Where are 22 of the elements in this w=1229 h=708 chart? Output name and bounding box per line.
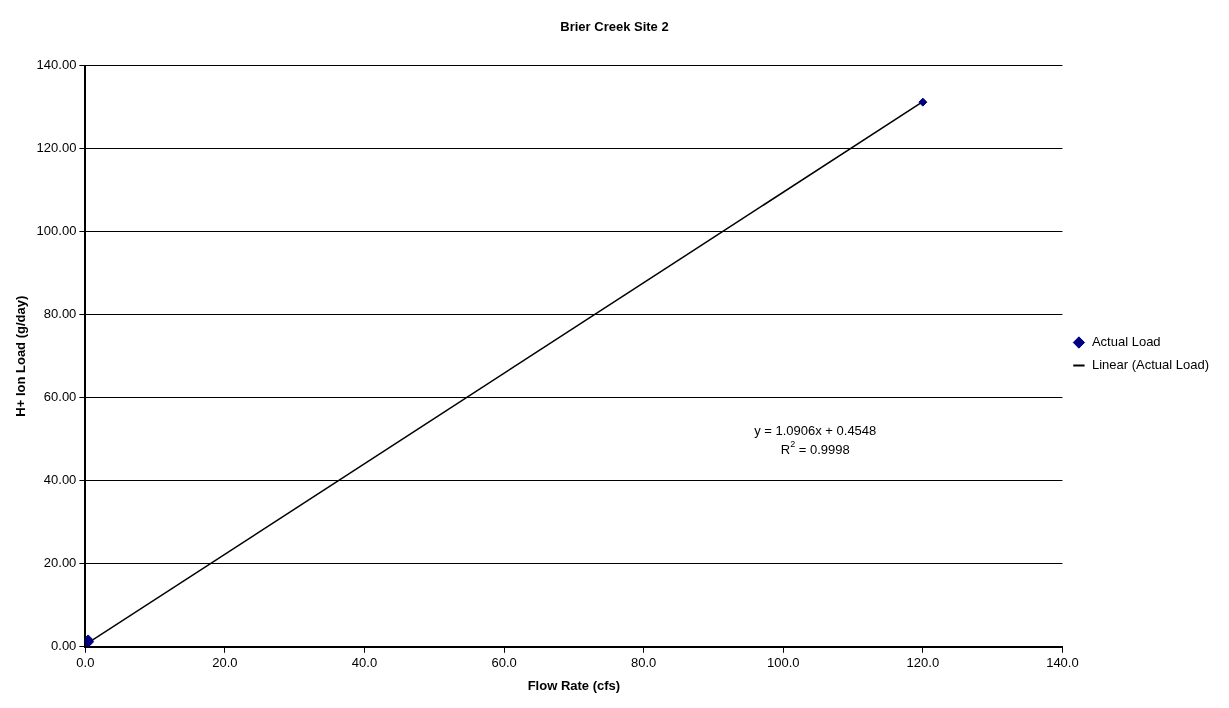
y-tick-label: 100.00 — [36, 223, 77, 239]
y-tick-label: 20.00 — [43, 555, 77, 571]
x-tick-label: 20.0 — [212, 655, 238, 671]
x-tick-label: 80.0 — [631, 655, 657, 671]
y-tick-label: 140.00 — [36, 57, 77, 73]
x-tick-label: 120.0 — [906, 655, 940, 671]
x-tick-label: 100.0 — [766, 655, 800, 671]
y-tick-label: 40.00 — [43, 472, 77, 488]
x-axis-title: Flow Rate (cfs) — [527, 677, 621, 693]
x-tick-label: 60.0 — [491, 655, 517, 671]
annotation: y = 1.0906x + 0.4548 — [754, 423, 877, 439]
y-tick-label: 80.00 — [43, 306, 77, 322]
legend-label: Linear (Actual Load) — [1091, 357, 1210, 373]
y-axis-title: H+ Ion Load (g/day) — [13, 295, 29, 417]
y-tick-label: 60.00 — [43, 389, 77, 405]
x-tick-label: 40.0 — [351, 655, 378, 671]
x-tick-label: 140.0 — [1046, 655, 1079, 671]
y-tick-label: 0.00 — [51, 638, 77, 654]
chart-title: Brier Creek Site 2 — [560, 19, 669, 35]
legend-label: Actual Load — [1091, 334, 1161, 350]
y-tick-label: 120.00 — [36, 140, 77, 156]
x-tick-label: 0.0 — [76, 655, 95, 671]
